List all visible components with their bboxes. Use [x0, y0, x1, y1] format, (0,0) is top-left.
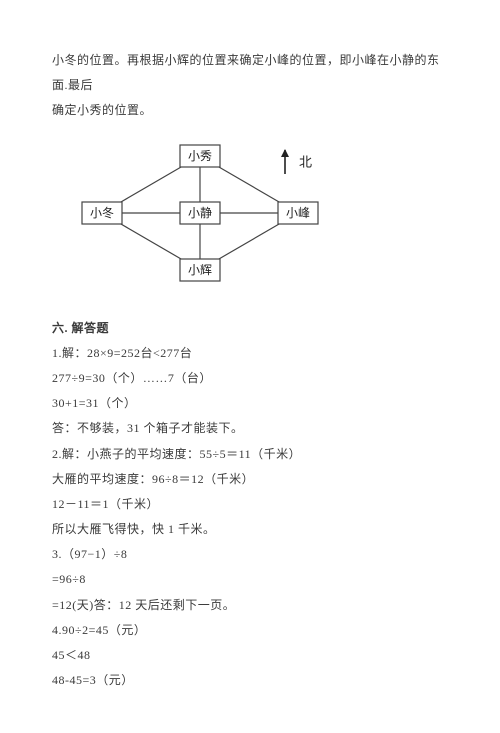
svg-text:小秀: 小秀 — [188, 149, 212, 163]
page-root: 小冬的位置。再根据小辉的位置来确定小峰的位置，即小峰在小静的东面.最后 确定小秀… — [0, 0, 500, 733]
q3-l3: =12(天)答：12 天后还剩下一页。 — [52, 593, 448, 618]
north-label: 北 — [299, 154, 312, 169]
svg-text:小辉: 小辉 — [188, 263, 212, 277]
section-6-heading: 六. 解答题 — [52, 316, 448, 341]
q1-l4: 答：不够装，31 个箱子才能装下。 — [52, 416, 448, 441]
svg-text:小峰: 小峰 — [286, 206, 310, 220]
svg-text:小冬: 小冬 — [90, 205, 114, 220]
q2-l4: 所以大雁飞得快，快 1 千米。 — [52, 517, 448, 542]
q1-l2: 277÷9=30（个）……7（台） — [52, 366, 448, 391]
q3-l2: =96÷8 — [52, 567, 448, 592]
svg-text:小静: 小静 — [188, 206, 212, 220]
node-xiaoxiu: 小秀 — [180, 145, 220, 167]
q1-l3: 30+1=31（个） — [52, 391, 448, 416]
q4-l3: 48-45=3（元） — [52, 668, 448, 693]
node-xiaojing: 小静 — [180, 202, 220, 224]
q2-l3: 12－11＝1（千米） — [52, 492, 448, 517]
q4-l1: 4.90÷2=45（元） — [52, 618, 448, 643]
node-xiaofeng: 小峰 — [278, 202, 318, 224]
q3-l1: 3.（97−1）÷8 — [52, 542, 448, 567]
q2-l2: 大雁的平均速度：96÷8＝12（千米） — [52, 467, 448, 492]
q4-l2: 45＜48 — [52, 643, 448, 668]
node-xiaodong: 小冬 — [82, 202, 122, 224]
q1-l1: 1.解：28×9=252台<277台 — [52, 341, 448, 366]
position-diagram: 小秀小冬 小静 小峰小辉 北 — [52, 138, 476, 298]
intro-line1: 小冬的位置。再根据小辉的位置来确定小峰的位置，即小峰在小静的东面.最后 — [52, 48, 448, 98]
q2-l1: 2.解：小燕子的平均速度：55÷5＝11（千米） — [52, 442, 448, 467]
intro-line2: 确定小秀的位置。 — [52, 98, 448, 123]
node-xiaohui: 小辉 — [180, 259, 220, 281]
